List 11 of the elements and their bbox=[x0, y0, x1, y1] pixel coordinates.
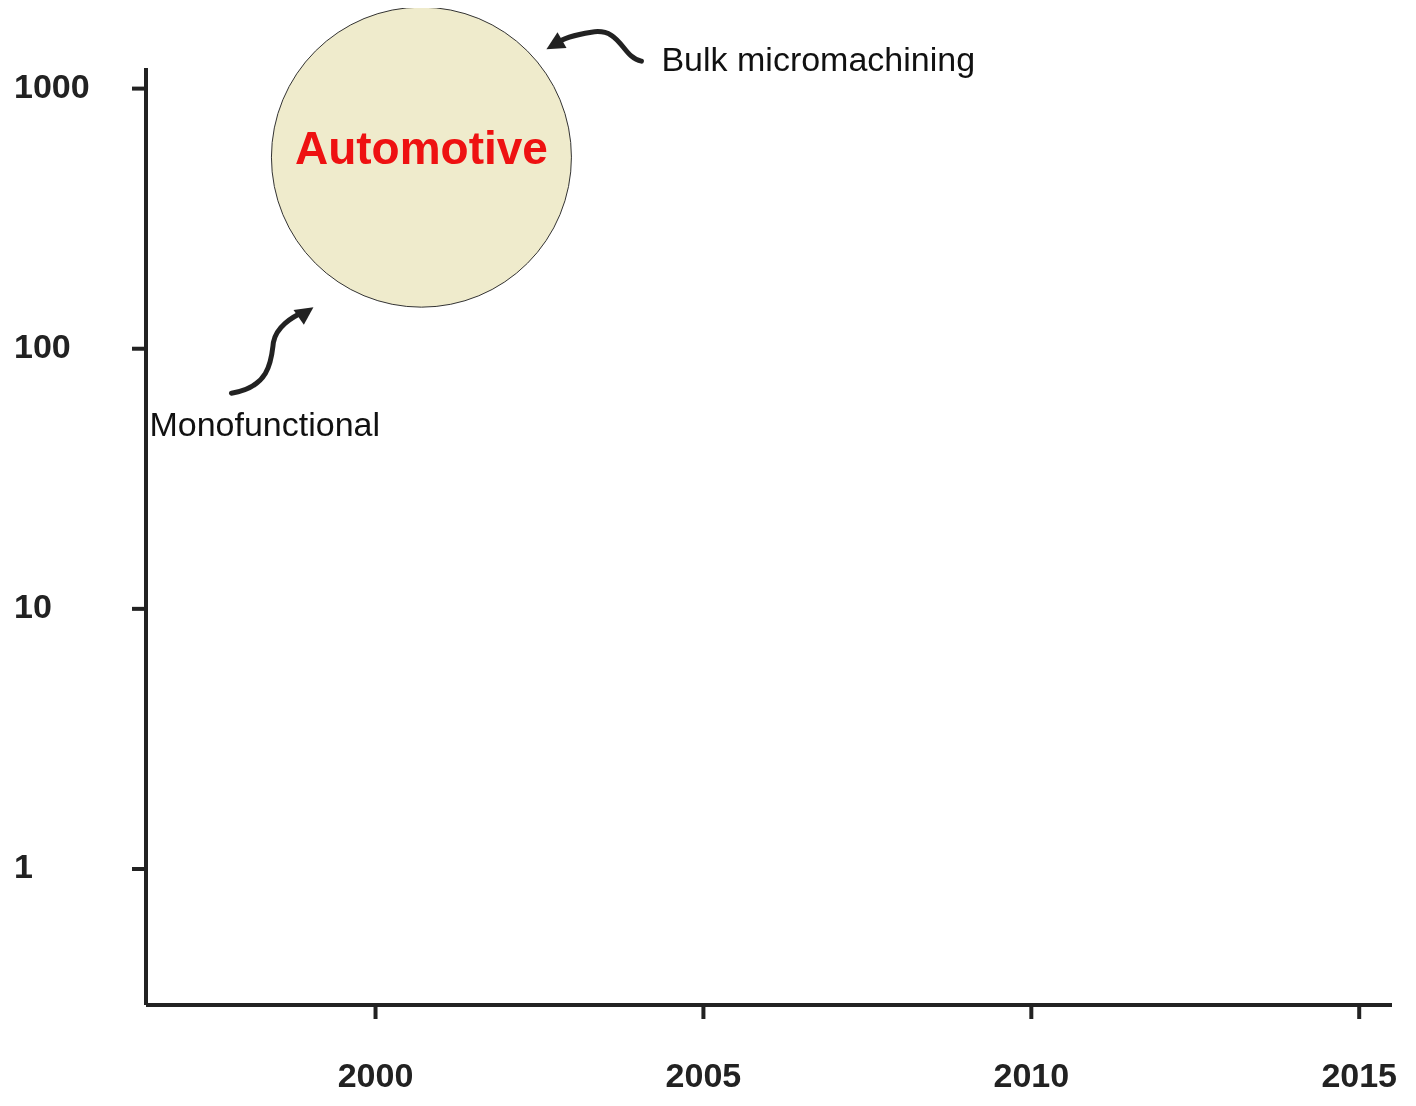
x-tick-label: 2000 bbox=[337, 1056, 414, 1094]
y-tick-label: 10 bbox=[14, 586, 52, 625]
y-tick-label: 1000 bbox=[14, 66, 90, 105]
y-tick-label: 100 bbox=[14, 326, 71, 365]
annotation: Bulk micromachining bbox=[661, 40, 976, 79]
annotation: Monofunctional bbox=[149, 405, 381, 444]
x-tick-label: 2010 bbox=[993, 1056, 1070, 1094]
x-tick-label: 2005 bbox=[665, 1056, 742, 1094]
series-label: Automotive bbox=[294, 122, 548, 175]
y-tick-label: 1 bbox=[14, 846, 33, 885]
x-tick-label: 2015 bbox=[1321, 1056, 1398, 1094]
